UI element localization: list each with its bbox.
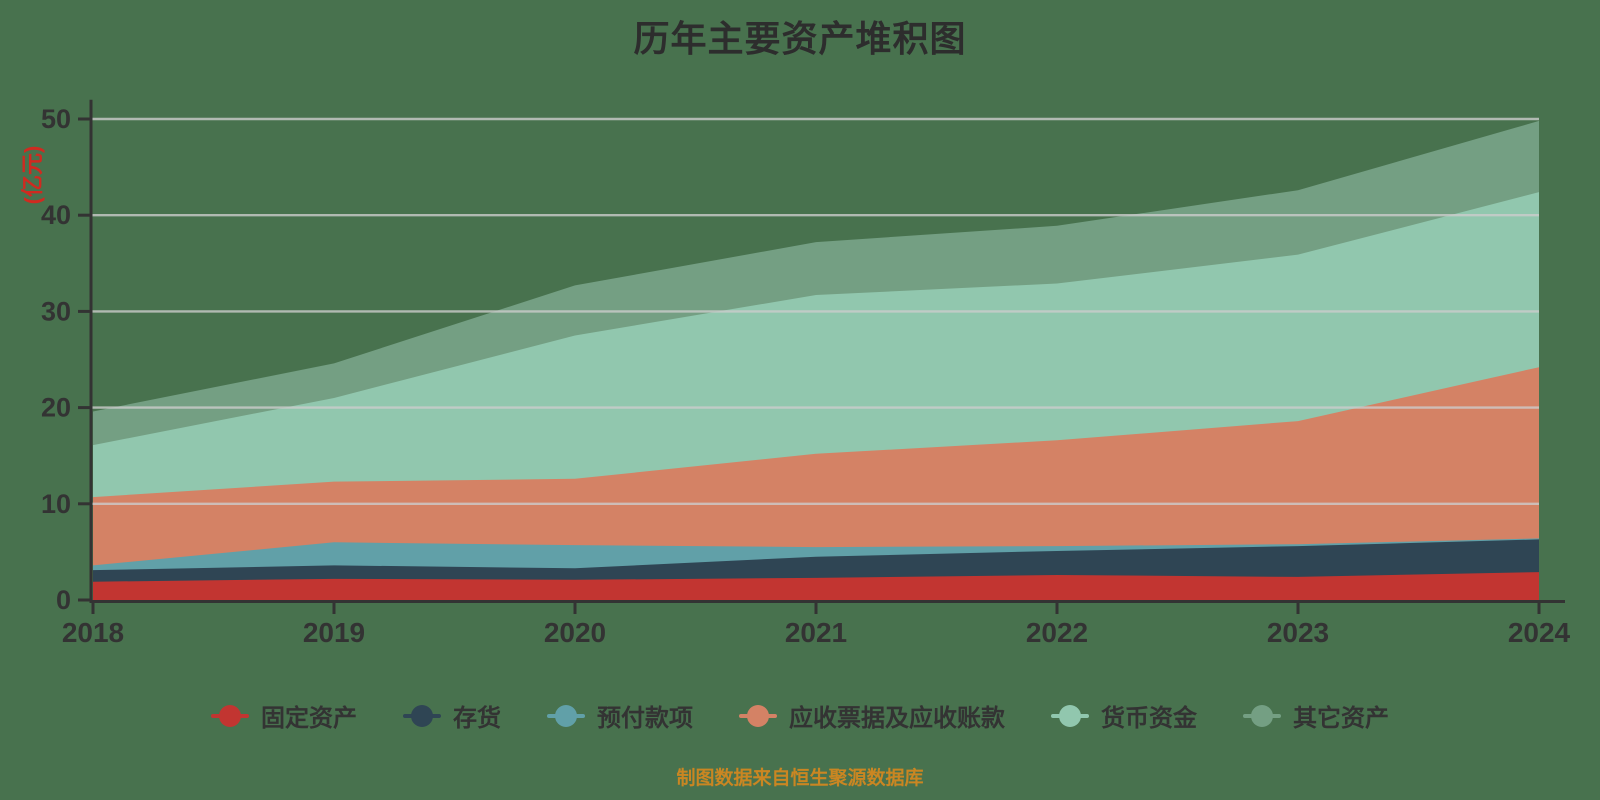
y-axis-label: 20 xyxy=(41,393,71,423)
x-axis-label: 2018 xyxy=(62,617,124,648)
legend-line-circle-icon xyxy=(547,704,585,728)
legend-label: 存货 xyxy=(453,705,501,732)
y-axis-label: 40 xyxy=(41,200,71,230)
legend-line-circle-icon xyxy=(403,704,441,728)
legend-item-0[interactable]: 固定资产 xyxy=(211,698,357,733)
y-axis-label: 50 xyxy=(41,104,71,134)
legend-item-2[interactable]: 预付款项 xyxy=(547,698,693,733)
x-axis-label: 2023 xyxy=(1267,617,1329,648)
legend-line-circle-icon xyxy=(1051,704,1089,728)
legend-item-4[interactable]: 货币资金 xyxy=(1051,698,1197,733)
chart-title: 历年主要资产堆积图 xyxy=(633,18,967,59)
legend-label: 其它资产 xyxy=(1293,705,1389,732)
legend-item-5[interactable]: 其它资产 xyxy=(1243,698,1389,733)
legend-line-circle-icon xyxy=(739,704,777,728)
stacked-area-chart: 0 10 20 30 40 50 2018 2019 2020 2021 2022 2023 2024 xyxy=(41,99,1571,648)
data-source-note: 制图数据来自恒生聚源数据库 xyxy=(676,768,924,789)
x-axis-label: 2021 xyxy=(785,617,847,648)
legend-label: 固定资产 xyxy=(261,705,357,732)
x-axis-label: 2019 xyxy=(303,617,365,648)
area-series-0 xyxy=(93,572,1539,600)
y-axis-label: 30 xyxy=(41,296,71,326)
x-axis-label: 2020 xyxy=(544,617,606,648)
legend-line-circle-icon xyxy=(211,704,249,728)
legend-line-circle-icon xyxy=(1243,704,1281,728)
legend-item-3[interactable]: 应收票据及应收账款 xyxy=(739,698,1005,733)
legend-label: 预付款项 xyxy=(597,705,693,732)
x-axis-label: 2024 xyxy=(1508,617,1571,648)
y-axis-label: 0 xyxy=(56,585,71,615)
legend-label: 应收票据及应收账款 xyxy=(789,705,1005,732)
legend-item-1[interactable]: 存货 xyxy=(403,698,501,733)
legend: 固定资产 存货 预付款项 应收票据及应收账款 货币资金 其它资产 xyxy=(0,698,1600,733)
y-axis-label: 10 xyxy=(41,489,71,519)
x-axis-label: 2022 xyxy=(1026,617,1088,648)
legend-label: 货币资金 xyxy=(1101,705,1197,732)
area-series-3 xyxy=(93,367,1539,600)
